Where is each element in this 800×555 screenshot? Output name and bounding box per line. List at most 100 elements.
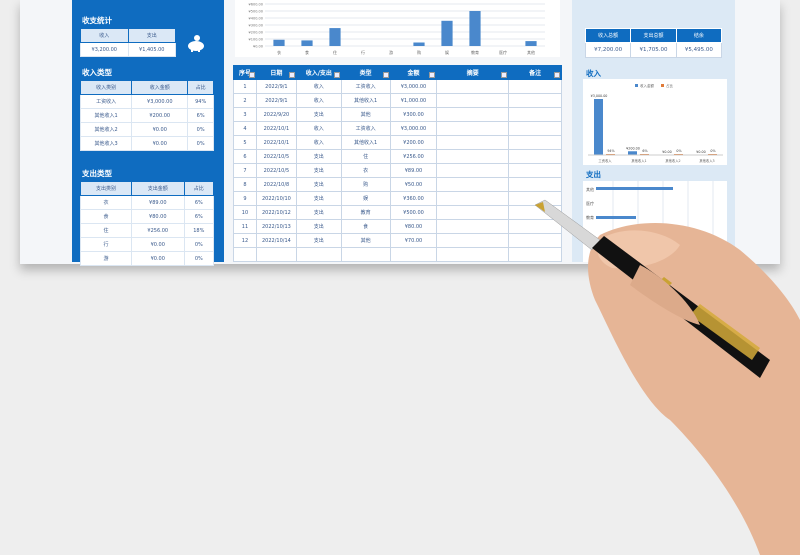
table-cell[interactable]: 2022/10/10	[255, 191, 297, 206]
table-cell[interactable]: ¥0.00	[130, 251, 185, 266]
table-cell[interactable]	[295, 247, 342, 262]
table-cell[interactable]: 其他收入1	[340, 135, 391, 150]
income-value: ¥3,200.00	[80, 42, 129, 57]
bar	[596, 216, 636, 219]
expense-category-chart: ¥0.00 ¥100.00 ¥200.00 ¥300.00 ¥400.00 ¥500.00…	[235, 0, 560, 57]
filter-dropdown-icon[interactable]	[429, 72, 436, 78]
table-cell[interactable]: ¥89.00	[389, 163, 438, 178]
table-cell[interactable]: 购	[340, 177, 391, 192]
table-cell[interactable]: 2022/9/20	[255, 107, 297, 122]
table-cell[interactable]: ¥70.00	[389, 233, 438, 248]
table-cell[interactable]: ¥300.00	[389, 107, 438, 122]
filter-dropdown-icon[interactable]	[382, 72, 389, 78]
table-cell[interactable]: ¥200.00	[389, 135, 438, 150]
table-cell[interactable]: ¥50.00	[389, 177, 438, 192]
table-cell[interactable]: 2022/9/1	[255, 79, 297, 94]
filter-dropdown-icon[interactable]	[248, 72, 255, 78]
table-cell[interactable]	[389, 247, 438, 262]
table-cell[interactable]	[508, 247, 562, 262]
table-cell[interactable]: 6%	[183, 195, 215, 210]
table-cell[interactable]: ¥360.00	[389, 191, 438, 206]
table-cell[interactable]: 0%	[187, 136, 214, 151]
table-cell[interactable]	[508, 121, 562, 136]
table-cell[interactable]: ¥3,000.00	[389, 79, 438, 94]
table-cell[interactable]: 2022/10/5	[255, 149, 297, 164]
table-cell[interactable]: 住	[80, 223, 132, 238]
data-label: ¥3,000.00	[591, 94, 608, 98]
summary-table: 收入 支出 ¥3,200.00 ¥1,405.00	[80, 28, 176, 57]
totals-table: 收入总额 支出总额 结余 ¥7,200.00 ¥1,705.00 ¥5,495.00	[584, 28, 723, 58]
table-cell[interactable]	[508, 233, 562, 248]
table-cell[interactable]: 0%	[183, 237, 215, 252]
table-cell[interactable]: 1	[233, 79, 257, 94]
table-cell[interactable]: 2022/10/8	[255, 177, 297, 192]
table-cell[interactable]: ¥80.00	[389, 219, 438, 234]
table-cell[interactable]: 18%	[183, 223, 215, 238]
table-cell[interactable]	[436, 163, 510, 178]
table-cell[interactable]	[508, 79, 562, 94]
filter-dropdown-icon[interactable]	[554, 72, 560, 78]
table-cell[interactable]: ¥500.00	[389, 205, 438, 220]
table-cell[interactable]	[255, 247, 297, 262]
table-cell[interactable]	[436, 191, 510, 206]
data-label: 0%	[676, 149, 681, 153]
table-cell[interactable]: 6	[233, 149, 257, 164]
x-tick-label: 购	[417, 49, 421, 55]
table-cell[interactable]	[436, 79, 510, 94]
table-cell[interactable]: 工资收入	[79, 94, 133, 109]
table-cell[interactable]: 2022/10/12	[255, 205, 297, 220]
table-cell[interactable]: 2022/10/14	[255, 233, 297, 248]
table-cell[interactable]	[340, 247, 391, 262]
table-cell[interactable]: ¥1,000.00	[389, 93, 438, 108]
table-cell[interactable]	[436, 121, 510, 136]
table-cell[interactable]	[436, 247, 510, 262]
table-row: 4 2022/10/1 收入 工资收入 ¥3,000.00	[233, 121, 562, 136]
table-cell[interactable]: 6%	[187, 108, 214, 123]
table-cell[interactable]: 衣	[340, 163, 391, 178]
table-cell[interactable]: 工资收入	[340, 79, 391, 94]
table-cell[interactable]	[436, 219, 510, 234]
table-cell[interactable]: 支出	[295, 191, 342, 206]
table-cell[interactable]: 0%	[183, 251, 215, 266]
data-label: 94%	[607, 149, 614, 153]
bar	[525, 41, 537, 46]
filter-dropdown-icon[interactable]	[288, 72, 295, 78]
table-cell[interactable]: 94%	[187, 94, 214, 109]
column-header: 收入金额	[131, 80, 189, 95]
table-cell[interactable]: 10	[233, 205, 257, 220]
table-cell[interactable]: ¥0.00	[131, 136, 189, 151]
table-cell[interactable]: 工资收入	[340, 121, 391, 136]
filter-dropdown-icon[interactable]	[501, 72, 508, 78]
table-cell[interactable]	[233, 247, 257, 262]
table-cell[interactable]	[436, 107, 510, 122]
table-cell[interactable]: 住	[340, 149, 391, 164]
table-cell[interactable]: 8	[233, 177, 257, 192]
table-cell[interactable]: ¥89.00	[130, 195, 185, 210]
column-header: 收入/支出	[295, 65, 342, 80]
data-label: 0%	[710, 149, 715, 153]
table-cell[interactable]: ¥3,000.00	[131, 94, 189, 109]
filter-dropdown-icon[interactable]	[333, 72, 340, 78]
table-cell[interactable]	[508, 135, 562, 150]
table-cell[interactable]: 支出	[295, 107, 342, 122]
expense-type-title: 支出类型	[82, 169, 112, 178]
table-cell[interactable]	[508, 191, 562, 206]
table-cell[interactable]: 其他	[340, 107, 391, 122]
table-cell[interactable]: 收入	[295, 135, 342, 150]
table-cell[interactable]: 其他收入3	[79, 136, 133, 151]
table-cell[interactable]: 教育	[340, 205, 391, 220]
table-cell[interactable]: 2022/10/1	[255, 121, 297, 136]
table-cell[interactable]: ¥3,000.00	[389, 121, 438, 136]
table-cell[interactable]: 娱	[340, 191, 391, 206]
table-cell[interactable]: 12	[233, 233, 257, 248]
table-cell[interactable]	[508, 219, 562, 234]
table-cell[interactable]: 游	[80, 251, 132, 266]
table-cell[interactable]	[436, 177, 510, 192]
table-cell[interactable]: 2022/9/1	[255, 93, 297, 108]
table-cell[interactable]: 支出	[295, 219, 342, 234]
table-cell[interactable]: 2022/10/1	[255, 135, 297, 150]
table-cell[interactable]: 7	[233, 163, 257, 178]
table-cell[interactable]	[436, 233, 510, 248]
table-cell[interactable]: ¥0.00	[130, 237, 185, 252]
income-type-table: 收入类别 收入金额 占比 工资收入 ¥3,000.00 94% 其他收入1 ¥200.00 6%…	[79, 80, 214, 151]
